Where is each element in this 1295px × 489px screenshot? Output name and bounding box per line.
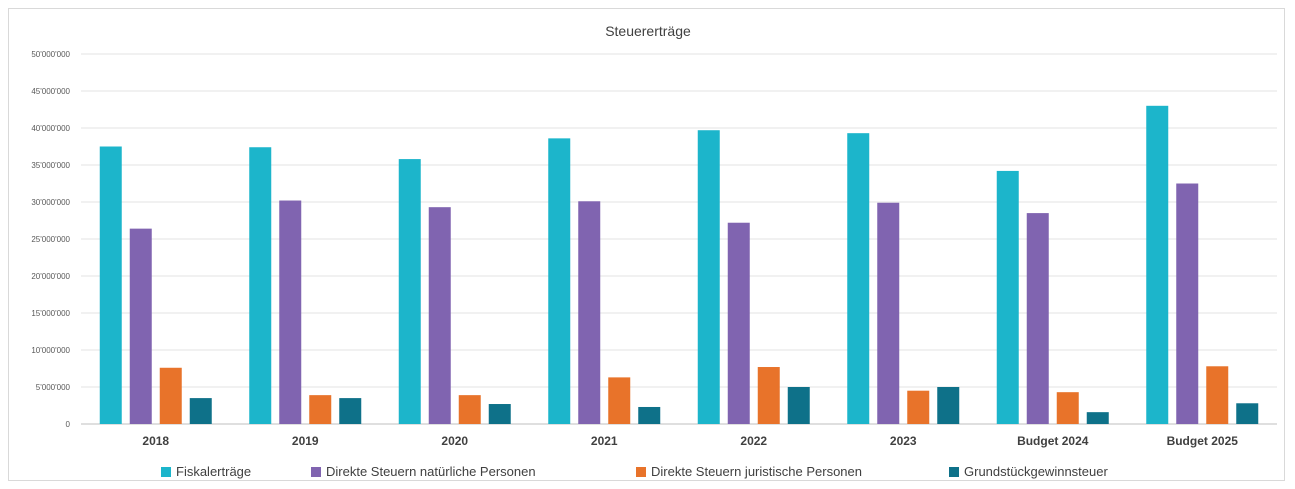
bar [1206,366,1229,424]
chart-title: Steuererträge [605,23,691,39]
x-tick-label: 2018 [142,434,169,448]
x-axis-ticks: 2018 2019 2020 2021 2022 2023 Budget 2024 Budge… [142,434,1238,448]
bar [339,398,362,424]
bar [428,207,451,424]
bar [996,170,1019,424]
bar [697,130,720,424]
bar [937,387,960,424]
y-tick-label: 30'000'000 [31,198,70,207]
bar [757,367,780,424]
bar [787,387,810,424]
bar [309,395,332,424]
y-tick-label: 0 [66,420,71,429]
bar [608,377,631,424]
bar [727,222,750,424]
x-tick-label: 2021 [591,434,618,448]
bar [249,147,272,425]
legend-label: Fiskalerträge [176,464,251,479]
bar [458,395,481,424]
y-tick-label: 40'000'000 [31,124,70,133]
x-tick-label: 2022 [740,434,767,448]
bar [159,367,182,424]
bar [279,200,302,424]
chart: Steuererträge 0 5'000'000 10'000'000 15'000… [31,23,1277,479]
legend-label: Direkte Steuern natürliche Personen [326,464,536,479]
legend-swatch [636,467,646,477]
bar [99,146,122,424]
bar [189,398,212,424]
bar [129,228,152,424]
y-tick-label: 20'000'000 [31,272,70,281]
legend-swatch [161,467,171,477]
bar [877,202,900,424]
legend-swatch [949,467,959,477]
legend-label: Grundstückgewinnsteuer [964,464,1108,479]
bar [1146,105,1169,425]
legend-swatch [311,467,321,477]
y-tick-label: 45'000'000 [31,87,70,96]
y-tick-label: 15'000'000 [31,309,70,318]
y-tick-label: 5'000'000 [36,383,71,392]
bar [1026,213,1049,424]
y-tick-label: 25'000'000 [31,235,70,244]
x-tick-label: 2023 [890,434,917,448]
bar [398,159,421,424]
legend: Fiskalerträge Direkte Steuern natürliche … [161,464,1108,479]
bar [1086,412,1109,424]
bar [907,390,930,424]
y-tick-label: 50'000'000 [31,50,70,59]
bar [578,201,601,424]
bar [548,138,571,425]
y-axis-ticks: 0 5'000'000 10'000'000 15'000'000 20'000'000… [31,50,70,429]
x-tick-label: Budget 2025 [1167,434,1239,448]
legend-label: Direkte Steuern juristische Personen [651,464,862,479]
bars [99,105,1259,425]
y-tick-label: 10'000'000 [31,346,70,355]
y-tick-label: 35'000'000 [31,161,70,170]
bar [638,406,661,424]
x-tick-label: Budget 2024 [1017,434,1089,448]
chart-frame: Steuererträge 0 5'000'000 10'000'000 15'000… [8,8,1285,481]
bar [1176,183,1199,424]
bar [488,404,511,424]
bar [847,133,870,424]
x-tick-label: 2019 [292,434,319,448]
x-tick-label: 2020 [441,434,468,448]
bar [1056,392,1079,424]
bar [1236,403,1259,424]
